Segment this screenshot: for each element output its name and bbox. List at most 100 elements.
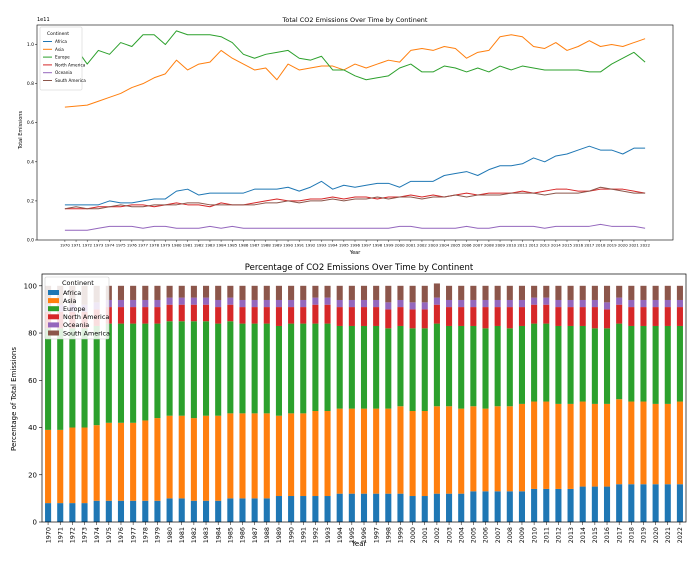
- y-axis-label: Total Emissions: [18, 111, 24, 151]
- bar-segment-europe: [579, 325, 586, 402]
- bar-segment-europe: [616, 323, 623, 400]
- bar-segment-europe: [373, 325, 380, 409]
- bar-segment-north-america: [652, 307, 659, 326]
- x-tick-label: 1976: [127, 243, 137, 248]
- bar-segment-africa: [288, 496, 295, 522]
- bar-segment-africa: [373, 493, 380, 522]
- x-tick-label: 2001: [406, 243, 416, 248]
- x-tick-label: 2020: [652, 527, 660, 543]
- x-tick-label: 2018: [628, 527, 636, 543]
- line-series-north-america: [64, 188, 646, 210]
- x-tick-label: 1984: [216, 243, 226, 248]
- bar-segment-oceania: [482, 299, 489, 308]
- bar-segment-north-america: [117, 307, 125, 324]
- bar-segment-north-america: [178, 304, 185, 322]
- bar-segment-asia: [470, 406, 477, 492]
- bar-segment-oceania: [142, 299, 149, 308]
- legend-label: South America: [63, 329, 110, 337]
- bar-segment-north-america: [628, 307, 635, 326]
- bar-segment-south-america: [506, 285, 513, 300]
- bar-segment-oceania: [652, 299, 659, 308]
- bar-segment-south-america: [458, 285, 465, 300]
- bar-segment-asia: [324, 410, 331, 497]
- bar-segment-south-america: [203, 285, 210, 298]
- x-tick-label: 2014: [551, 243, 561, 248]
- x-tick-label: 2019: [640, 527, 648, 543]
- x-tick-label: 2020: [618, 243, 628, 248]
- bar-segment-europe: [69, 328, 76, 428]
- x-tick-label: 2005: [470, 527, 478, 543]
- bar-segment-oceania: [288, 299, 295, 308]
- bar-segment-africa: [433, 493, 440, 522]
- x-tick-label: 2022: [676, 527, 684, 543]
- bar-segment-asia: [397, 406, 404, 494]
- x-tick-label: 1994: [336, 527, 344, 543]
- bar-segment-north-america: [458, 307, 465, 326]
- x-tick-label: 2015: [591, 527, 599, 543]
- bar-segment-africa: [312, 496, 319, 522]
- bar-segment-north-america: [251, 307, 258, 324]
- bar-segment-europe: [409, 328, 416, 411]
- bar-segment-oceania: [470, 299, 477, 308]
- bar-segment-africa: [494, 491, 501, 522]
- bar-segment-oceania: [251, 299, 258, 308]
- bar-segment-asia: [360, 408, 368, 494]
- x-tick-label: 2000: [395, 243, 405, 248]
- bar-segment-africa: [640, 484, 647, 522]
- y-tick-label: 0.4: [27, 159, 34, 165]
- x-tick-label: 2022: [640, 243, 650, 248]
- bar-segment-asia: [190, 418, 197, 501]
- bar-segment-north-america: [203, 304, 210, 322]
- bar-segment-north-america: [154, 307, 161, 324]
- bar-segment-south-america: [263, 285, 270, 300]
- bar-segment-europe: [482, 328, 489, 409]
- bar-segment-north-america: [190, 304, 197, 322]
- x-tick-label: 1973: [93, 243, 103, 248]
- bar-segment-north-america: [616, 304, 623, 324]
- bar-segment-asia: [178, 415, 185, 499]
- bar-segment-africa: [482, 491, 489, 522]
- chart-title: Percentage of CO2 Emissions Over Time by…: [245, 263, 474, 273]
- bar-segment-africa: [81, 503, 88, 522]
- bar-segment-africa: [93, 500, 100, 522]
- bar-segment-oceania: [178, 297, 185, 305]
- bar-segment-oceania: [239, 299, 246, 308]
- x-tick-label: 1982: [190, 527, 198, 543]
- bar-segment-north-america: [373, 307, 380, 326]
- bar-segment-south-america: [518, 285, 525, 300]
- legend-label: Europe: [55, 55, 70, 60]
- x-tick-label: 1998: [385, 527, 393, 543]
- bar-segment-asia: [373, 408, 380, 494]
- legend-swatch: [48, 322, 59, 328]
- bar-segment-asia: [239, 413, 246, 499]
- bar-segment-south-america: [652, 285, 659, 300]
- x-tick-label: 2008: [484, 243, 494, 248]
- bar-segment-north-america: [446, 307, 453, 326]
- bar-segment-europe: [531, 323, 538, 402]
- bar-segment-south-america: [603, 285, 611, 303]
- bar-segment-oceania: [579, 299, 586, 308]
- bar-segment-north-america: [324, 304, 331, 324]
- bar-segment-europe: [300, 323, 307, 414]
- bar-segment-north-america: [640, 307, 647, 326]
- bar-segment-asia: [81, 427, 88, 504]
- legend-swatch: [48, 298, 59, 304]
- bar-segment-asia: [45, 429, 52, 504]
- bar-segment-south-america: [251, 285, 258, 300]
- bar-segment-oceania: [531, 297, 538, 305]
- bar-segment-asia: [421, 410, 428, 497]
- bar-segment-north-america: [543, 304, 550, 324]
- x-tick-label: 1974: [105, 243, 115, 248]
- line-series-africa: [64, 145, 646, 206]
- x-tick-label: 1975: [116, 243, 126, 248]
- bar-segment-asia: [494, 406, 501, 492]
- x-tick-label: 1977: [129, 527, 137, 543]
- bar-segment-asia: [275, 415, 282, 497]
- bar-segment-europe: [518, 325, 525, 404]
- bar-segment-europe: [227, 321, 234, 414]
- bar-segment-europe: [105, 323, 112, 423]
- x-tick-label: 1988: [263, 527, 271, 543]
- bar-segment-asia: [288, 413, 295, 497]
